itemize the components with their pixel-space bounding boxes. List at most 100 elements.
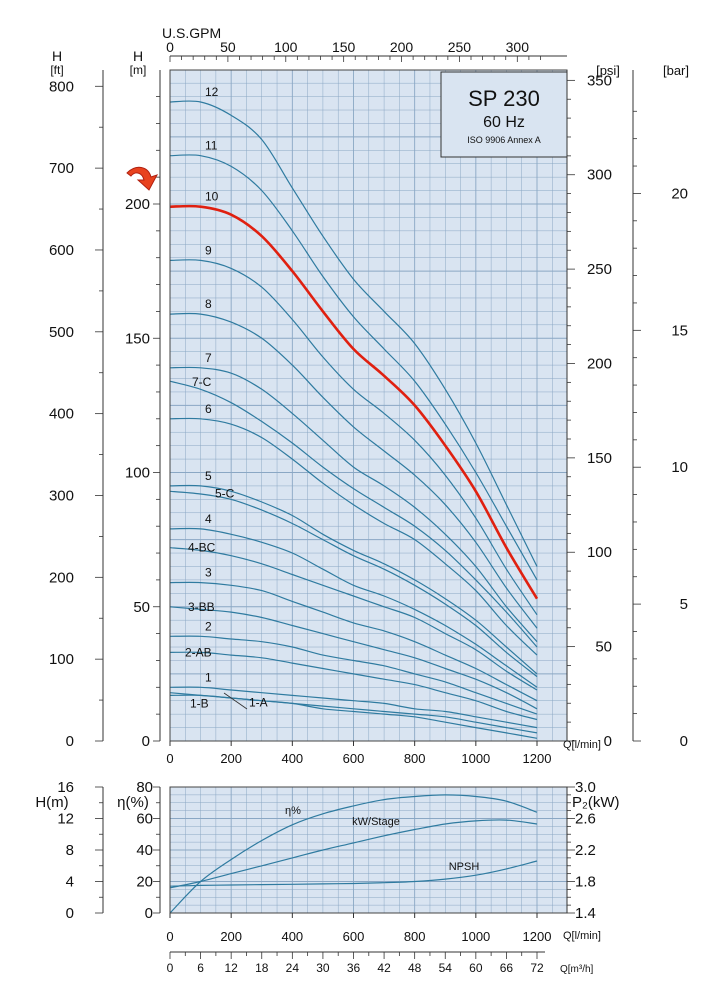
curve-label-5-C: 5-C (215, 486, 235, 500)
h-ft-tick-label: 300 (49, 487, 74, 504)
pump-curve-5 (169, 484, 538, 675)
curve-label-10: 10 (205, 190, 219, 204)
curve-label-2-AB: 2-AB (185, 645, 212, 659)
psi-tick-label: 350 (587, 72, 612, 89)
h-ft-tick-label: 0 (66, 733, 74, 750)
npsh-h-tick-label: 4 (66, 874, 74, 891)
m3h-tick-label: 36 (347, 961, 361, 975)
q-axis-label: Q[l/min] (563, 739, 601, 751)
p2-tick-label: 2.6 (575, 811, 596, 828)
curve-label-8: 8 (205, 297, 212, 311)
bottom-curve-kW/Stage (169, 819, 538, 889)
m3h-tick-label: 42 (377, 961, 391, 975)
curve-label-1-B: 1-B (190, 696, 209, 710)
psi-axis-label: [psi] (596, 63, 620, 78)
pump-curve-10 (169, 204, 539, 600)
gpm-tick-label: 300 (506, 39, 530, 55)
m3h-tick-label: 72 (530, 961, 544, 975)
curve-label-11: 11 (205, 139, 218, 153)
curve-label-12: 12 (205, 85, 219, 99)
bottom-q-tick-label: 600 (343, 929, 365, 944)
q-tick-label: 200 (220, 751, 242, 766)
bottom-curve-η% (169, 794, 538, 914)
psi-tick-label: 150 (587, 450, 612, 467)
eta-axis-label: η(%) (117, 794, 149, 811)
bottom-q-tick-label: 0 (166, 929, 173, 944)
bottom-q-tick-label: 400 (281, 929, 303, 944)
pump-curve-3 (169, 581, 538, 702)
gpm-tick-label: 0 (166, 39, 174, 55)
h-m-tick-label: 200 (125, 196, 150, 213)
gpm-tick-label: 250 (448, 39, 472, 55)
title-box: SP 230 60 Hz ISO 9906 Annex A (440, 71, 568, 158)
chart-note: ISO 9906 Annex A (467, 135, 541, 145)
m3h-tick-label: 18 (255, 961, 269, 975)
h-ft-tick-label: 100 (49, 651, 74, 668)
curve-label-1: 1 (205, 670, 212, 684)
pump-curve-3-BB (169, 606, 538, 710)
h-m-tick-label: 0 (142, 733, 150, 750)
q-tick-label: 1200 (523, 751, 552, 766)
m3h-tick-label: 30 (316, 961, 330, 975)
npsh-h-tick-label: 16 (57, 779, 74, 796)
bottom-q-tick-label: 1000 (461, 929, 490, 944)
h-ft-tick-label: 500 (49, 324, 74, 341)
psi-tick-label: 50 (595, 639, 612, 656)
pump-curve-2-AB (169, 651, 538, 721)
m3h-tick-label: 6 (197, 961, 204, 975)
gpm-tick-label: 200 (390, 39, 414, 55)
kw-curve-label: kW/Stage (352, 816, 400, 828)
bottom-q-tick-label: 200 (220, 929, 242, 944)
pump-curve-2 (169, 635, 538, 715)
pump-curve-11 (169, 154, 538, 581)
curve-label-7: 7 (205, 351, 212, 365)
curve-label-7-C: 7-C (192, 375, 212, 389)
curve-label-9: 9 (205, 243, 212, 257)
m3h-tick-label: 60 (469, 961, 483, 975)
gpm-tick-label: 100 (274, 39, 298, 55)
m3h-axis-label: Q[m³/h] (560, 964, 594, 975)
bar-tick-label: 0 (680, 733, 688, 750)
q-tick-label: 800 (404, 751, 426, 766)
chart-title: SP 230 (468, 86, 540, 111)
psi-tick-label: 200 (587, 355, 612, 372)
bottom-curve-NPSH (169, 860, 538, 887)
p2-tick-label: 3.0 (575, 779, 596, 796)
bottom-q-tick-label: 800 (404, 929, 426, 944)
eta-tick-label: 40 (136, 842, 153, 859)
pump-curve-4-BC (169, 547, 538, 691)
curve-label-3: 3 (205, 566, 212, 580)
chart-subtitle: 60 Hz (483, 114, 525, 131)
m3h-tick-label: 54 (439, 961, 453, 975)
curve-label-1-A: 1-A (249, 696, 268, 710)
bottom-q-tick-label: 1200 (523, 929, 552, 944)
pump-curve-9 (169, 259, 538, 616)
h-ft-tick-label: 600 (49, 242, 74, 259)
label-leader-1a (223, 692, 248, 710)
pump-curve-5-C (169, 490, 538, 678)
eta-tick-label: 20 (136, 874, 153, 891)
h-ft-axis-label-1: H (52, 48, 62, 64)
q-tick-label: 400 (281, 751, 303, 766)
psi-tick-label: 250 (587, 261, 612, 278)
bar-tick-label: 5 (680, 596, 688, 613)
q-tick-label: 1000 (461, 751, 490, 766)
gpm-axis-label: U.S.GPM (162, 25, 221, 41)
pump-curve-8 (169, 312, 538, 629)
curve-label-5: 5 (205, 469, 212, 483)
bar-axis-label: [bar] (663, 63, 689, 78)
bar-tick-label: 10 (671, 459, 688, 476)
p2-axis-label: P₂(kW) (572, 794, 619, 811)
p2-tick-label: 1.8 (575, 874, 596, 891)
psi-tick-label: 300 (587, 167, 612, 184)
npsh-curve-label: NPSH (449, 861, 480, 873)
pump-curve-7-C (169, 380, 538, 648)
bar-tick-label: 20 (671, 185, 688, 202)
gpm-tick-label: 50 (220, 39, 236, 55)
eta-tick-label: 60 (136, 811, 153, 828)
curve-label-4-BC: 4-BC (188, 541, 216, 555)
curve-label-3-BB: 3-BB (188, 600, 215, 614)
pump-curve-4 (169, 527, 538, 688)
h-m-tick-label: 100 (125, 465, 150, 482)
